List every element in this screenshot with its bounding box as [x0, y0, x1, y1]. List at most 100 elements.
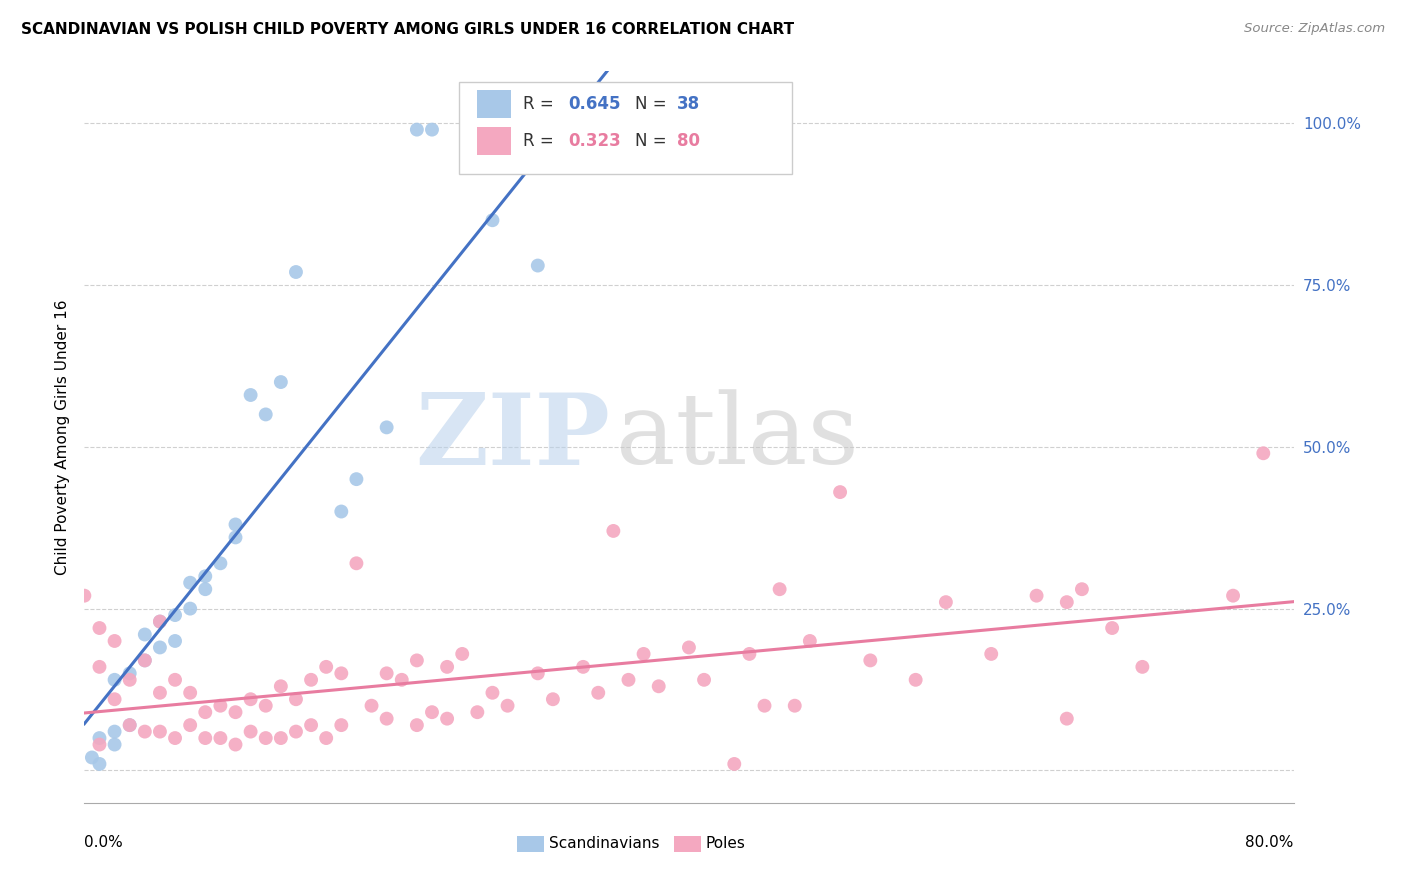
Point [89, 756, 111, 771]
Point [481, 686, 503, 700]
Point [346, 472, 368, 486]
Point [118, 718, 141, 732]
Text: Source: ZipAtlas.com: Source: ZipAtlas.com [1244, 22, 1385, 36]
Point [134, 653, 156, 667]
Point [436, 660, 458, 674]
Point [149, 724, 172, 739]
Point [451, 647, 474, 661]
Point [330, 666, 353, 681]
Point [859, 653, 882, 667]
Point [420, 705, 443, 719]
Text: R =: R = [523, 95, 560, 113]
Text: N =: N = [634, 95, 672, 113]
Point [678, 640, 700, 655]
Point [239, 724, 262, 739]
Point [179, 575, 201, 590]
Point [391, 673, 413, 687]
Point [73, 589, 96, 603]
Point [1056, 712, 1078, 726]
Point [648, 679, 671, 693]
Point [225, 530, 247, 544]
Text: ZIP: ZIP [415, 389, 610, 485]
Point [1253, 446, 1275, 460]
Point [572, 122, 595, 136]
Point [299, 718, 322, 732]
Point [165, 608, 187, 623]
Point [496, 698, 519, 713]
Point [80, 750, 103, 764]
Point [420, 122, 443, 136]
Point [346, 557, 368, 571]
Point [254, 698, 277, 713]
Point [406, 122, 429, 136]
Point [225, 517, 247, 532]
Bar [478, 90, 512, 118]
Point [270, 679, 292, 693]
Point [436, 712, 458, 726]
Bar [675, 836, 702, 852]
Point [149, 640, 172, 655]
Text: Poles: Poles [706, 836, 745, 851]
Point [1130, 660, 1153, 674]
Text: Scandinavians: Scandinavians [548, 836, 659, 851]
Point [633, 647, 655, 661]
Point [904, 673, 927, 687]
Point [467, 705, 489, 719]
Point [1071, 582, 1094, 597]
Point [209, 557, 232, 571]
Point [104, 673, 127, 687]
Bar [478, 128, 512, 155]
Point [270, 731, 292, 745]
Point [134, 724, 156, 739]
Point [104, 738, 127, 752]
Point [1056, 595, 1078, 609]
Point [830, 485, 852, 500]
Point [375, 666, 398, 681]
Point [1222, 589, 1244, 603]
Point [588, 686, 610, 700]
Text: 0.323: 0.323 [568, 132, 621, 150]
Point [602, 524, 624, 538]
Point [693, 673, 716, 687]
Point [285, 724, 308, 739]
Point [467, 122, 489, 136]
Point [723, 756, 745, 771]
Point [104, 692, 127, 706]
Point [783, 698, 806, 713]
Text: 0.645: 0.645 [568, 95, 620, 113]
Point [1025, 589, 1047, 603]
Point [118, 718, 141, 732]
Point [194, 569, 217, 583]
Point [179, 601, 201, 615]
Point [678, 122, 700, 136]
Point [738, 647, 761, 661]
Point [149, 615, 172, 629]
FancyBboxPatch shape [460, 82, 792, 174]
Point [375, 712, 398, 726]
Point [285, 265, 308, 279]
Point [315, 660, 337, 674]
Point [179, 686, 201, 700]
Text: 38: 38 [676, 95, 700, 113]
Point [980, 647, 1002, 661]
Point [254, 731, 277, 745]
Point [799, 634, 821, 648]
Point [406, 718, 429, 732]
Text: SCANDINAVIAN VS POLISH CHILD POVERTY AMONG GIRLS UNDER 16 CORRELATION CHART: SCANDINAVIAN VS POLISH CHILD POVERTY AMO… [21, 22, 794, 37]
Point [104, 724, 127, 739]
Point [239, 692, 262, 706]
Text: N =: N = [634, 132, 672, 150]
Point [360, 698, 382, 713]
Point [118, 673, 141, 687]
Point [149, 686, 172, 700]
Point [194, 731, 217, 745]
Point [149, 615, 172, 629]
Point [527, 666, 550, 681]
Text: R =: R = [523, 132, 560, 150]
Text: 80: 80 [676, 132, 700, 150]
Point [315, 731, 337, 745]
Point [225, 705, 247, 719]
Point [194, 582, 217, 597]
Point [165, 673, 187, 687]
Text: 0.0%: 0.0% [84, 835, 124, 850]
